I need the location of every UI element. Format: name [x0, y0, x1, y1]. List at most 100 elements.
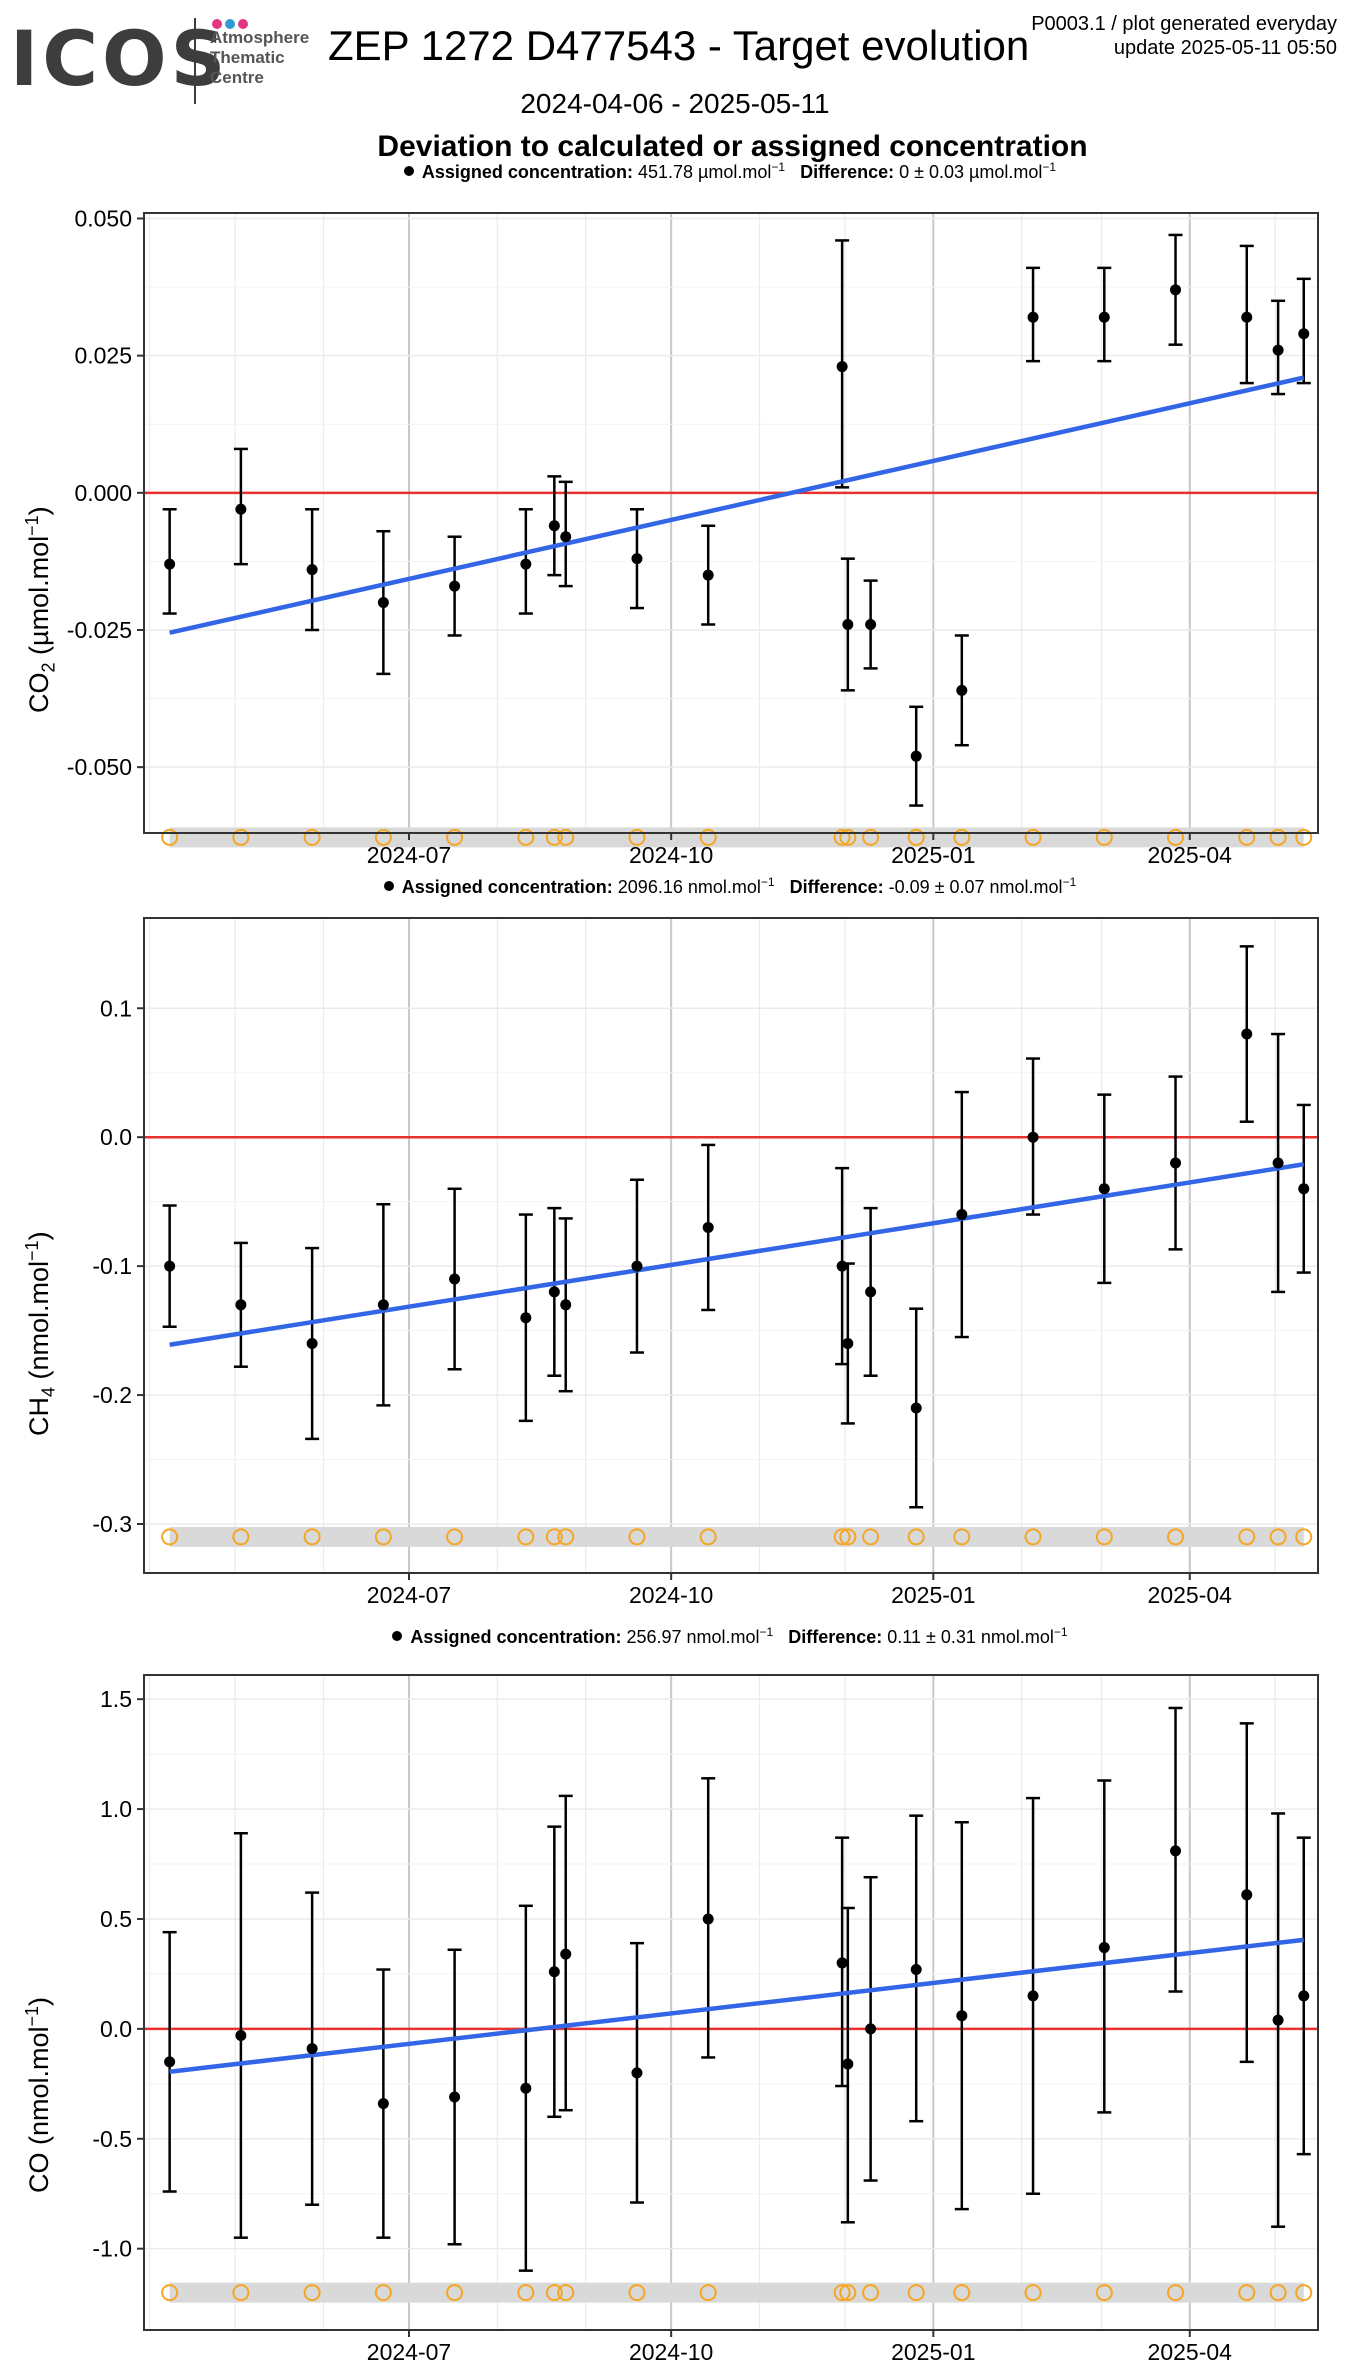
legend-difference-label: Difference: [774, 877, 884, 897]
measurement-marker [374, 1528, 392, 1546]
measurement-marker [839, 1528, 857, 1546]
legend-point-icon [383, 881, 394, 892]
measurement-marker [517, 1528, 535, 1546]
measurement-marker [1295, 2284, 1313, 2302]
measurement-marker [517, 2284, 535, 2302]
data-point [235, 503, 247, 515]
plot-frame [143, 212, 1319, 834]
legend-difference-value: -0.09 ± 0.07 nmol.mol [883, 877, 1063, 897]
data-point [548, 520, 560, 532]
logo-dots-icon [212, 16, 256, 29]
data-point [1027, 311, 1039, 323]
logo-sub-line: Centre [210, 68, 264, 87]
measurement-marker [374, 828, 392, 846]
logo-subtitle: Atmosphere Thematic Centre [210, 28, 320, 88]
measurement-marker [1095, 828, 1113, 846]
data-point [306, 2043, 318, 2055]
data-point [1272, 2014, 1284, 2026]
data-point [1170, 1845, 1182, 1857]
plot-frame [143, 917, 1319, 1574]
data-point [235, 1299, 247, 1311]
x-tick-label: 2024-07 [367, 2339, 451, 2365]
measurement-marker [862, 2284, 880, 2302]
x-tick-label: 2025-01 [891, 842, 975, 868]
data-point [631, 553, 643, 565]
measurement-marker [1167, 2284, 1185, 2302]
legend-difference-label: Difference: [785, 162, 895, 182]
legend-difference-value: 0.11 ± 0.31 nmol.mol [882, 1627, 1054, 1647]
y-tick-label: 1.0 [100, 1796, 132, 1822]
legend-point-icon [403, 166, 414, 177]
legend-difference-value: 0 ± 0.03 µmol.mol [894, 162, 1043, 182]
data-point [377, 597, 389, 609]
data-point [836, 1957, 848, 1969]
data-point [548, 1286, 560, 1298]
measurement-marker [1024, 1528, 1042, 1546]
measurement-marker [839, 828, 857, 846]
data-point [842, 2058, 854, 2070]
y-tick-label: -0.2 [92, 1382, 132, 1408]
data-point [1098, 1942, 1110, 1954]
legend-point-icon [392, 1631, 403, 1642]
measurement-marker [1295, 828, 1313, 846]
data-point [449, 2091, 461, 2103]
plot-frame [143, 1674, 1319, 2331]
measurement-marker [833, 1528, 851, 1546]
measurement-marker [232, 1528, 250, 1546]
chart-legend: Assigned concentration: 451.78 µmol.mol−… [55, 160, 1350, 183]
date-range: 2024-04-06 - 2025-05-11 [520, 88, 830, 119]
x-tick-label: 2024-07 [367, 842, 451, 868]
data-point [956, 1209, 968, 1221]
measurement-marker [446, 1528, 464, 1546]
data-point [865, 2023, 877, 2035]
measurement-marker [953, 1528, 971, 1546]
measurement-marker [1238, 1528, 1256, 1546]
y-tick-label: -0.1 [92, 1253, 132, 1279]
logo-dot [212, 19, 222, 29]
data-point [1098, 311, 1110, 323]
measurement-marker [862, 1528, 880, 1546]
data-point [235, 2029, 247, 2041]
measurement-marker [862, 828, 880, 846]
data-point [1027, 1131, 1039, 1143]
data-point [1098, 1183, 1110, 1195]
measurement-marker [1269, 828, 1287, 846]
data-point [1298, 328, 1310, 340]
data-point [910, 1964, 922, 1976]
legend-assigned-label: Assigned concentration: [410, 1627, 622, 1647]
measurement-marker [161, 828, 179, 846]
measurement-marker [699, 1528, 717, 1546]
measurement-marker [1238, 828, 1256, 846]
data-point [377, 1299, 389, 1311]
y-tick-label: -1.0 [92, 2236, 132, 2262]
measurement-marker [557, 828, 575, 846]
y-tick-label: 0.5 [100, 1906, 132, 1932]
measurement-marker [232, 2284, 250, 2302]
x-tick-label: 2024-10 [629, 2339, 713, 2365]
data-point [702, 1913, 714, 1925]
x-tick-label: 2024-10 [629, 1582, 713, 1608]
measurement-marker [446, 2284, 464, 2302]
data-point [520, 2082, 532, 2094]
measurement-marker [232, 828, 250, 846]
data-point [560, 1299, 572, 1311]
data-point [520, 558, 532, 570]
data-point [1272, 1157, 1284, 1169]
logo-sub-line: Atmosphere [210, 28, 310, 47]
data-point [449, 580, 461, 592]
measurement-band [169, 1526, 1304, 1547]
data-point [631, 1260, 643, 1272]
measurement-marker [557, 2284, 575, 2302]
y-tick-label: 0.1 [100, 995, 132, 1021]
legend-unit-exponent: −1 [760, 875, 775, 889]
measurement-marker [557, 1528, 575, 1546]
x-tick-label: 2025-01 [891, 2339, 975, 2365]
legend-assigned-label: Assigned concentration: [421, 162, 633, 182]
trend-line [169, 1162, 1305, 1348]
measurement-marker [907, 2284, 925, 2302]
chart-subtitle: Deviation to calculated or assigned conc… [377, 130, 1088, 163]
y-tick-label: 0.0 [100, 1124, 132, 1150]
